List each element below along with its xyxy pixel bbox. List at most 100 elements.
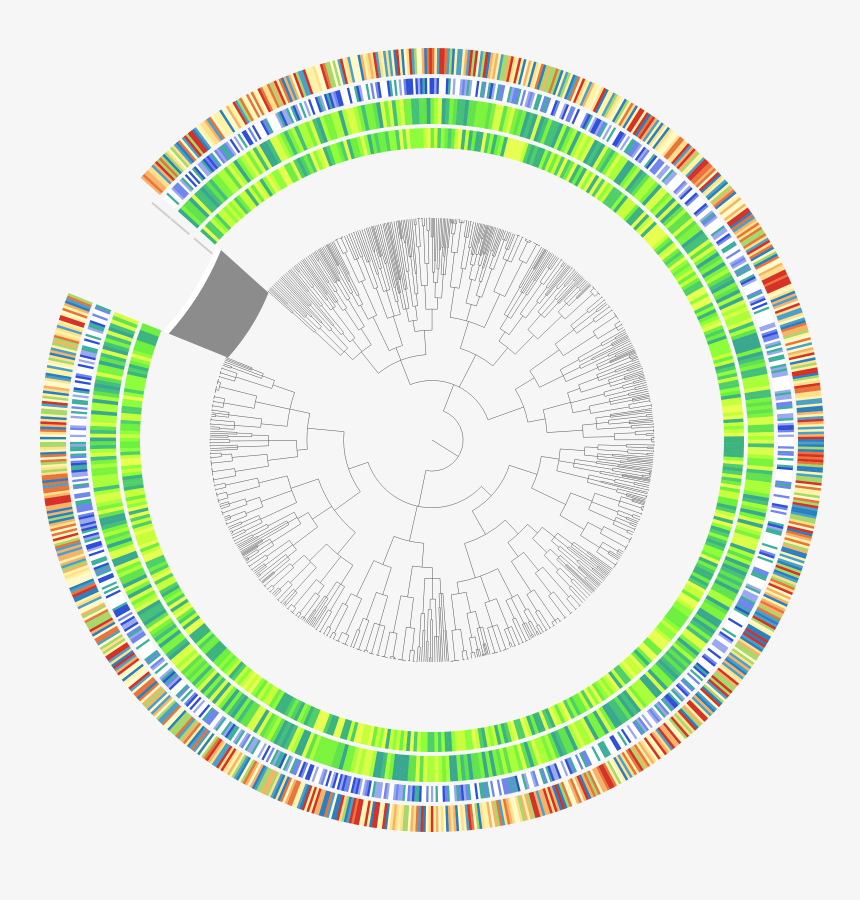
tree-branch — [499, 316, 508, 329]
ring-segment — [695, 662, 710, 675]
tree-branch — [507, 292, 523, 317]
ring-segment — [170, 679, 184, 692]
ring-label-mark — [193, 237, 213, 255]
tree-branch — [216, 491, 227, 495]
tree-branch — [560, 555, 586, 579]
ring-segment — [742, 233, 767, 250]
ring-segment — [707, 591, 732, 608]
ring-segment — [631, 720, 644, 736]
ring-segment — [287, 726, 302, 752]
tree-branch — [400, 595, 414, 599]
ring-segment — [391, 804, 398, 831]
ring-segment — [547, 153, 559, 174]
ring-segment — [591, 768, 606, 793]
tree-branch — [307, 597, 327, 625]
ring-segment — [736, 347, 763, 358]
ring-segment — [276, 79, 289, 105]
ring-segment — [399, 804, 405, 831]
ring-segment — [53, 334, 80, 345]
ring-segment — [203, 708, 216, 723]
ring-segment — [770, 507, 788, 513]
ring-segment — [379, 81, 385, 98]
ring-segment — [711, 642, 726, 654]
ring-segment — [145, 689, 166, 710]
tree-branch — [560, 261, 565, 266]
ring-segment — [602, 762, 617, 787]
tree-branch — [570, 325, 577, 334]
ring-segment — [777, 309, 803, 322]
ring-segment — [728, 253, 744, 264]
ring-segment — [747, 420, 774, 426]
ring-segment — [796, 408, 823, 413]
ring-segment — [659, 167, 673, 182]
ring-segment — [579, 137, 596, 163]
tree-branch — [478, 267, 484, 282]
tree-branch — [543, 555, 559, 571]
tree-branch — [221, 510, 224, 516]
ring-segment — [324, 770, 332, 787]
tree-branch — [389, 345, 403, 351]
ring-segment — [322, 713, 334, 734]
ring-segment — [717, 235, 732, 247]
tree-branch — [570, 578, 574, 582]
tree-branch — [469, 278, 476, 281]
ring-segment — [454, 805, 460, 832]
ring-segment — [763, 338, 781, 345]
tree-branch — [251, 557, 269, 570]
ring-segment — [130, 513, 151, 523]
ring-segment — [661, 169, 674, 183]
ring-segment — [503, 722, 512, 743]
ring-segment — [768, 356, 785, 363]
ring-segment — [568, 696, 582, 716]
tree-branch — [558, 460, 575, 464]
tree-branch — [319, 248, 339, 282]
tree-branch — [546, 266, 571, 297]
ring-segment — [80, 522, 97, 530]
ring-segment — [788, 349, 815, 359]
ring-segment — [70, 582, 96, 596]
ring-segment — [649, 231, 667, 248]
ring-segment — [364, 779, 370, 797]
tree-branch — [531, 487, 566, 505]
tree-branch — [572, 544, 592, 559]
ring-segment — [678, 680, 693, 694]
tree-branch — [556, 279, 575, 300]
ring-segment — [701, 550, 721, 562]
ring-segment — [161, 704, 182, 726]
ring-segment — [623, 204, 640, 222]
ring-segment — [180, 654, 203, 675]
ring-segment — [47, 513, 74, 522]
ring-segment — [168, 677, 182, 691]
ring-segment — [776, 466, 793, 471]
ring-segment — [277, 167, 291, 187]
ring-segment — [669, 177, 683, 191]
ring-segment — [738, 271, 754, 282]
ring-segment — [589, 712, 606, 737]
ring-segment — [167, 675, 181, 689]
ring-segment — [745, 400, 773, 408]
ring-segment — [630, 651, 648, 669]
ring-segment — [653, 729, 672, 753]
ring-segment — [241, 96, 257, 121]
ring-segment — [71, 468, 88, 473]
tree-branch — [392, 658, 397, 660]
tree-branch — [210, 456, 222, 458]
ring-segment — [797, 439, 824, 443]
ring-segment — [233, 135, 245, 151]
tree-branch — [532, 527, 543, 539]
ring-segment — [240, 733, 252, 749]
ring-segment — [672, 217, 695, 238]
tree-branch — [546, 429, 583, 433]
ring-segment — [49, 518, 76, 527]
ring-segment — [714, 671, 736, 690]
ring-segment — [106, 330, 133, 342]
ring-segment — [563, 104, 572, 121]
ring-segment — [442, 785, 446, 802]
tree-branch — [557, 275, 582, 302]
ring-segment — [235, 134, 247, 150]
ring-segment — [420, 805, 424, 832]
tree-branch — [472, 223, 480, 255]
ring-segment — [172, 646, 196, 667]
ring-segment — [157, 665, 172, 678]
ring-segment — [116, 609, 132, 620]
